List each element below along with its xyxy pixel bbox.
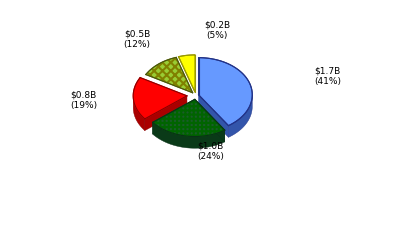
Text: $1.0B
(24%): $1.0B (24%) bbox=[197, 141, 224, 161]
Polygon shape bbox=[145, 96, 187, 131]
Polygon shape bbox=[178, 55, 195, 92]
Polygon shape bbox=[199, 58, 252, 125]
Polygon shape bbox=[133, 78, 187, 119]
Polygon shape bbox=[152, 99, 225, 136]
Text: $0.2B
(5%): $0.2B (5%) bbox=[204, 20, 230, 40]
Polygon shape bbox=[229, 95, 252, 137]
Polygon shape bbox=[133, 96, 145, 131]
Polygon shape bbox=[146, 57, 193, 93]
Polygon shape bbox=[152, 99, 195, 134]
Text: $1.7B
(41%): $1.7B (41%) bbox=[314, 66, 341, 86]
Text: $0.8B
(19%): $0.8B (19%) bbox=[70, 91, 97, 110]
Polygon shape bbox=[195, 99, 225, 142]
Polygon shape bbox=[152, 122, 225, 148]
Text: $0.5B
(12%): $0.5B (12%) bbox=[124, 30, 150, 49]
Polygon shape bbox=[199, 95, 229, 137]
